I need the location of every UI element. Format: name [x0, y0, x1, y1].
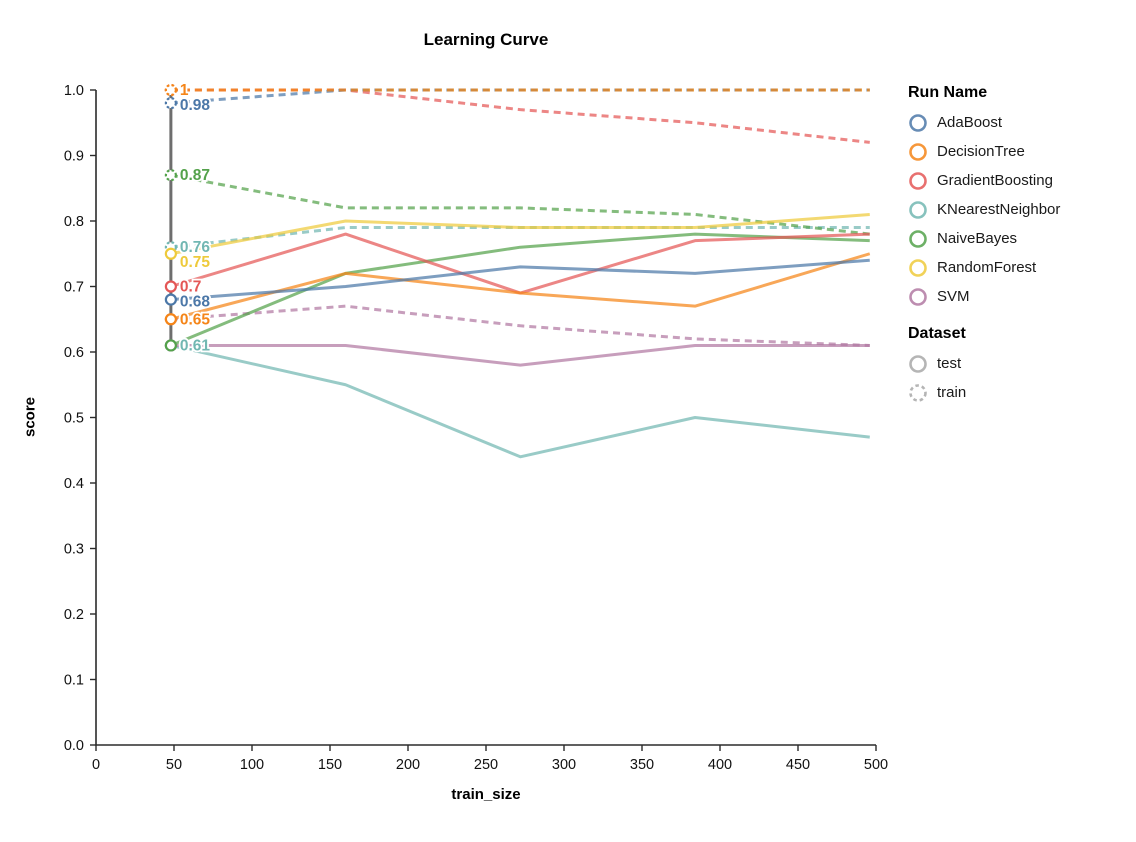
y-tick-label: 0.4 [64, 476, 84, 492]
x-tick-label: 0 [92, 757, 100, 773]
legend-item-label: KNearestNeighbor [937, 201, 1061, 218]
legend-run-symbol-icon [909, 142, 927, 161]
legend-item-adaboost[interactable]: AdaBoost [908, 108, 1133, 137]
point-value-label: 0.68 [180, 294, 211, 311]
line-gradientboosting-train[interactable] [170, 88, 870, 144]
y-tick-label: 0.1 [64, 673, 84, 689]
point-value-label: 0.7 [180, 279, 202, 296]
legend-item-dataset-train[interactable]: train [908, 378, 1133, 407]
point-naivebayes-test[interactable] [164, 339, 177, 352]
y-tick-label: 0.3 [64, 542, 84, 558]
x-tick-label: 150 [318, 757, 342, 773]
y-tick-label: 0.5 [64, 411, 84, 427]
point-value-label: 0.87 [180, 167, 210, 184]
point-adaboost-train[interactable] [164, 96, 177, 110]
x-tick-label: 500 [864, 757, 888, 773]
y-tick-label: 0.6 [64, 345, 84, 361]
y-tick-label: 0.9 [64, 149, 84, 165]
point-decisiontree-test[interactable] [164, 313, 177, 326]
legend-dataset-items: test train [908, 349, 1133, 407]
legend-run-symbol-icon [909, 287, 927, 306]
legend-item-dataset-test[interactable]: test [908, 349, 1133, 378]
y-tick-label: 0.7 [64, 280, 84, 296]
legend-run-symbol-icon [909, 200, 927, 219]
x-tick-label: 250 [474, 757, 498, 773]
y-tick-label: 0.2 [64, 607, 84, 623]
legend-item-label: GradientBoosting [937, 172, 1053, 189]
legend-run-symbol-icon [909, 229, 927, 248]
point-randomforest-test[interactable] [164, 247, 177, 260]
y-tick-label: 0.0 [64, 738, 84, 754]
legend-item-label: DecisionTree [937, 143, 1025, 160]
legend-item-label: AdaBoost [937, 114, 1003, 131]
point-value-label: 0.98 [180, 97, 211, 114]
legend-run-symbol-icon [909, 258, 927, 277]
legend-item-knearestneighbor[interactable]: KNearestNeighbor [908, 195, 1133, 224]
x-tick-label: 400 [708, 757, 732, 773]
x-tick-label: 200 [396, 757, 420, 773]
x-tick-label: 50 [166, 757, 182, 773]
x-tick-label: 300 [552, 757, 576, 773]
x-tick-label: 350 [630, 757, 654, 773]
line-knearestneighbor-test[interactable] [170, 343, 870, 459]
point-decisiontree-train[interactable] [164, 83, 177, 97]
legend-title-dataset: Dataset [908, 325, 966, 342]
x-tick-label: 450 [786, 757, 810, 773]
legend-item-gradientboosting[interactable]: GradientBoosting [908, 166, 1133, 195]
point-value-label: 0.61 [180, 337, 211, 354]
legend-item-label: RandomForest [937, 259, 1037, 276]
line-svm-train[interactable] [170, 304, 870, 347]
line-randomforest-test[interactable] [170, 212, 870, 256]
x-tick-label: 100 [240, 757, 264, 773]
line-decisiontree-test[interactable] [170, 252, 871, 321]
point-naivebayes-train[interactable] [164, 169, 177, 182]
legend-item-label: train [937, 384, 967, 401]
y-tick-label: 0.8 [64, 214, 84, 230]
legend-item-label: SVM [937, 288, 970, 305]
legend-item-svm[interactable]: SVM [908, 282, 1133, 311]
legend-item-randomforest[interactable]: RandomForest [908, 253, 1133, 282]
line-adaboost-test[interactable] [170, 258, 870, 302]
axis-domain [95, 90, 876, 746]
legend-item-label: test [937, 355, 962, 372]
legend-dataset-symbol-icon [909, 383, 927, 402]
point-adaboost-test[interactable] [164, 293, 177, 306]
legend-run-symbol-icon [909, 113, 927, 132]
point-gradientboosting-test[interactable] [164, 280, 177, 293]
line-naivebayes-train[interactable] [170, 173, 870, 236]
line-svm-test[interactable] [170, 343, 870, 367]
legend-item-decisiontree[interactable]: DecisionTree [908, 137, 1133, 166]
line-adaboost-train[interactable] [170, 88, 870, 105]
legend-run-items: AdaBoost DecisionTree GradientBoosting KNea… [908, 108, 1133, 311]
legend-item-naivebayes[interactable]: NaiveBayes [908, 224, 1133, 253]
point-value-label: 1 [180, 82, 189, 99]
legend-title-run-name: Run Name [908, 84, 988, 101]
point-value-label: 0.75 [180, 254, 211, 271]
chart-title: Learning Curve [423, 30, 549, 49]
y-tick-label: 1.0 [64, 83, 84, 99]
point-value-label: 0.76 [180, 239, 211, 256]
line-naivebayes-test[interactable] [170, 232, 870, 347]
legend-run-symbol-icon [909, 171, 927, 190]
legend: Run Name AdaBoost DecisionTree GradientBoo… [908, 80, 1133, 407]
point-value-label: 0.65 [180, 311, 211, 328]
legend-item-label: NaiveBayes [937, 230, 1018, 247]
legend-dataset-symbol-icon [909, 354, 927, 373]
x-axis-title: train_size [451, 786, 521, 803]
